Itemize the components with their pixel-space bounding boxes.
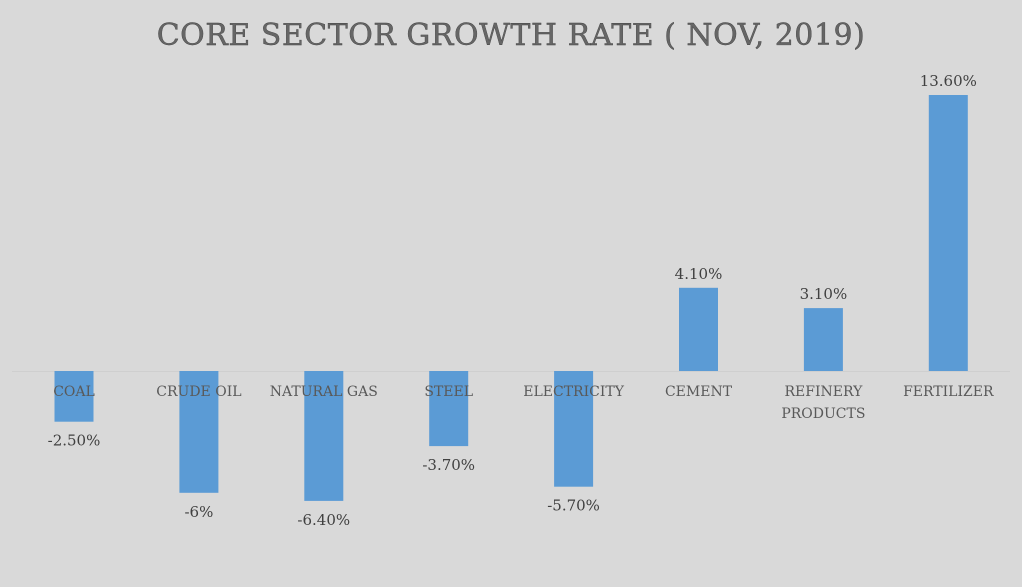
category-label-line: CEMENT <box>665 384 733 400</box>
category-label-line: PRODUCTS <box>781 406 865 422</box>
category-label-line: REFINERY <box>784 384 863 400</box>
bar-cement <box>679 287 718 371</box>
category-label: CRUDE OIL <box>156 384 241 400</box>
data-label: -2.50% <box>48 432 101 450</box>
data-label: -5.70% <box>547 497 600 515</box>
bar-steel <box>429 371 469 447</box>
data-label: 13.60% <box>920 72 977 90</box>
category-label-line: NATURAL GAS <box>270 384 378 400</box>
data-labels-group: -2.50% -6% -6.40% -3.70% -5.70% 4.10% 3.10% 13.… <box>48 72 977 529</box>
category-label: CEMENT <box>665 384 733 400</box>
category-label-line: ELECTRICITY <box>523 384 624 400</box>
data-label: 4.10% <box>675 265 723 283</box>
bar-natural-gas <box>304 371 344 501</box>
chart-title: CORE SECTOR GROWTH RATE ( NOV, 2019) <box>157 18 866 53</box>
bar-fertilizer <box>928 95 968 371</box>
bar-refinery-products <box>803 308 843 371</box>
data-label: -6% <box>184 503 213 521</box>
data-label: 3.10% <box>800 285 848 303</box>
category-label: REFINERY PRODUCTS <box>781 384 865 422</box>
category-label: NATURAL GAS <box>270 384 378 400</box>
data-label: -6.40% <box>297 511 350 529</box>
data-label: -3.70% <box>422 456 475 474</box>
category-label: ELECTRICITY <box>523 384 624 400</box>
category-label-line: FERTILIZER <box>903 384 994 400</box>
category-label: STEEL <box>424 384 473 400</box>
category-label: COAL <box>53 384 95 400</box>
category-label-line: CRUDE OIL <box>156 384 241 400</box>
category-label-line: COAL <box>53 384 95 400</box>
category-label-line: STEEL <box>424 384 473 400</box>
bar-electricity <box>554 371 594 487</box>
bars-group <box>54 95 968 501</box>
category-label: FERTILIZER <box>903 384 994 400</box>
bar-crude-oil <box>179 371 219 493</box>
category-labels-group: COAL CRUDE OIL NATURAL GAS STEEL ELECTRICITY… <box>53 384 994 422</box>
bar-coal <box>54 371 94 422</box>
